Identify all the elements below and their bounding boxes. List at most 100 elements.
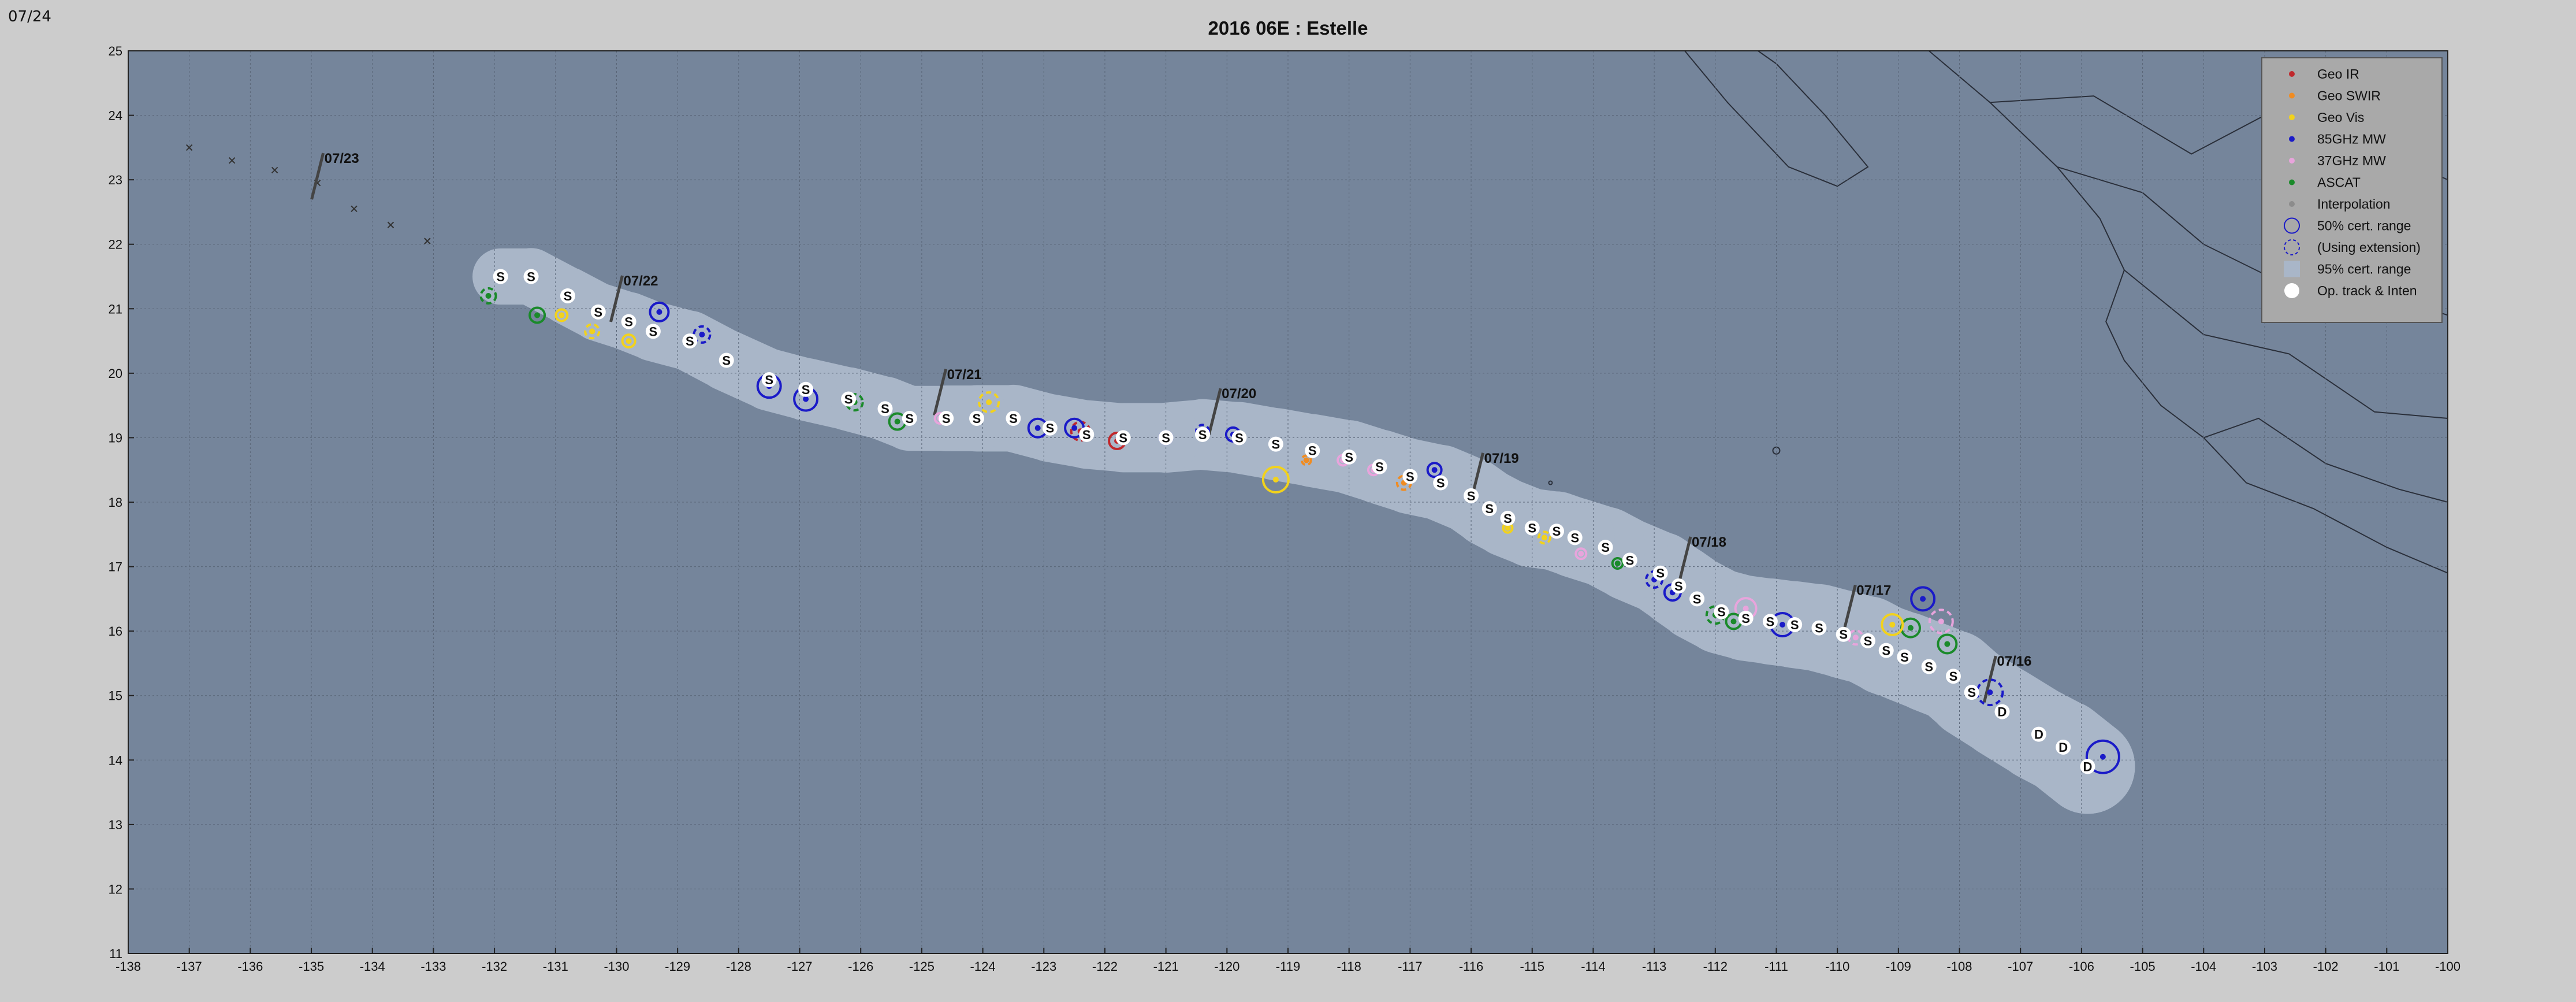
x-tick-label: -134	[360, 959, 385, 974]
op-track-point	[1836, 626, 1851, 642]
legend-swatch	[2289, 136, 2295, 142]
op-track-intensity: S	[1924, 660, 1933, 674]
legend-swatch	[2289, 158, 2295, 164]
plot-area: -138 -137 -136 -135 -134 -133 -132 -131 -130 -129…	[109, 44, 2461, 974]
fix-range-circle	[1928, 608, 1954, 634]
x-tick-label: -124	[970, 959, 996, 974]
fix-point	[1303, 457, 1309, 463]
op-track-point	[1689, 591, 1705, 607]
op-track-point	[2080, 759, 2095, 774]
op-track-intensity: S	[649, 324, 658, 339]
fix-point	[803, 396, 809, 402]
fix-point	[1987, 689, 1993, 696]
fix-range-circle	[1261, 465, 1290, 493]
x-tick-label: -138	[116, 959, 141, 974]
op-track-intensity: S	[722, 354, 731, 368]
legend-swatch	[2284, 283, 2299, 298]
op-track-point	[1481, 501, 1497, 517]
fix-range-circle	[584, 323, 601, 340]
op-track-point	[761, 372, 777, 388]
op-track-intensity: S	[624, 315, 633, 329]
op-track-point	[1524, 520, 1540, 536]
legend-swatch	[2289, 201, 2295, 207]
day-marker	[1207, 388, 1222, 435]
day-label: 07/23	[325, 151, 359, 166]
op-track-intensity: S	[1009, 411, 1018, 426]
op-track-point	[939, 410, 954, 426]
extrapolation-cross	[228, 157, 236, 164]
day-marker	[310, 153, 325, 200]
op-track-point	[645, 324, 661, 339]
op-track-intensity: S	[1766, 614, 1775, 629]
fix-point	[894, 418, 900, 425]
fix-range-circle	[693, 325, 712, 344]
x-tick-label: -131	[543, 959, 568, 974]
op-track-point	[1994, 704, 2010, 719]
y-tick-label: 14	[109, 753, 122, 767]
state-border	[2124, 269, 2448, 419]
y-tick-label: 17	[109, 560, 122, 574]
op-track-point	[1762, 614, 1778, 629]
y-tick-label: 13	[109, 818, 122, 832]
fix-range-circle	[2085, 739, 2120, 774]
op-track-point	[560, 288, 575, 303]
op-track-intensity: S	[1967, 685, 1976, 700]
fix-point	[1431, 467, 1438, 473]
x-tick-label: -119	[1276, 959, 1300, 974]
op-track-point	[1671, 578, 1687, 594]
op-track-point	[1878, 643, 1894, 658]
op-track-intensity: S	[973, 411, 981, 426]
op-track-point	[1567, 530, 1583, 545]
fix-range-circle	[1881, 613, 1904, 636]
op-track-intensity: S	[1815, 621, 1823, 636]
x-tick-label: -106	[2069, 959, 2094, 974]
y-tick-label: 20	[109, 366, 122, 381]
op-track-point	[1598, 540, 1613, 555]
op-track-intensity: S	[1198, 428, 1207, 442]
x-tick-label: -107	[2008, 959, 2033, 974]
op-track-intensity: S	[1839, 628, 1848, 642]
fix-range-circle	[1426, 462, 1443, 478]
legend-swatch	[2284, 239, 2300, 255]
op-track-point	[1921, 659, 1937, 674]
fix-range-circle	[1910, 586, 1936, 612]
op-track-point	[493, 269, 508, 284]
x-tick-label: -127	[787, 959, 813, 974]
op-track-intensity: S	[1045, 421, 1054, 436]
legend-label: Geo SWIR	[2317, 88, 2381, 103]
y-tick-label: 16	[109, 624, 122, 639]
fix-point	[1907, 625, 1914, 631]
legend-swatch	[2284, 217, 2300, 234]
day-marker	[1677, 536, 1692, 584]
op-track-intensity: S	[1308, 444, 1317, 458]
op-track-point	[1622, 552, 1637, 568]
op-track-point	[2056, 739, 2071, 755]
op-track-intensity: S	[1082, 428, 1091, 442]
x-tick-label: -132	[482, 959, 507, 974]
x-tick-label: -113	[1642, 959, 1666, 974]
fix-range-circle	[649, 301, 670, 322]
op-track-intensity: D	[1998, 705, 2007, 719]
op-track-point	[1158, 430, 1174, 446]
op-track-intensity: S	[1656, 566, 1665, 581]
y-tick-label: 19	[109, 431, 122, 445]
fix-range-circle	[1574, 547, 1588, 561]
day-marker	[1982, 655, 1997, 703]
clarion-island	[1548, 480, 1553, 485]
op-track-point	[877, 401, 893, 417]
op-track-point	[1738, 610, 1754, 626]
x-tick-label: -121	[1153, 959, 1179, 974]
fix-point	[1505, 525, 1511, 531]
fix-point	[485, 292, 492, 299]
op-track-intensity: S	[1528, 521, 1536, 536]
op-track-point	[1811, 620, 1827, 636]
x-tick-label: -101	[2374, 959, 2399, 974]
fix-point	[1920, 596, 1926, 602]
day-label: 07/17	[1856, 583, 1891, 599]
legend-label: 37GHz MW	[2317, 153, 2386, 168]
op-track-point	[902, 410, 917, 426]
x-tick-label: -125	[909, 959, 935, 974]
socorro-island	[1772, 446, 1781, 455]
op-track-point	[1115, 430, 1131, 446]
